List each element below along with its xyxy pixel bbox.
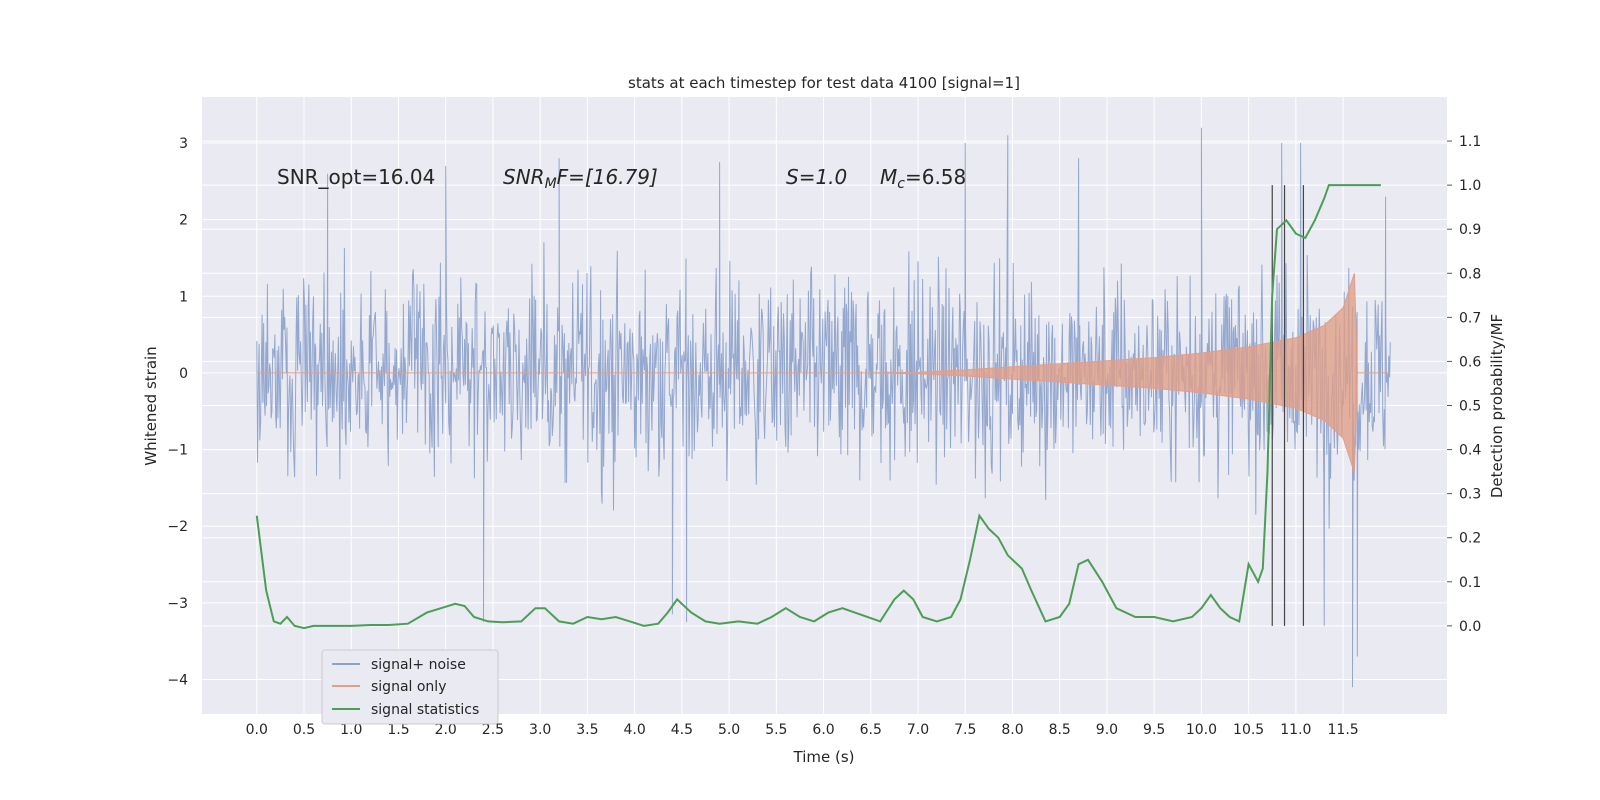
y-tick-label-right: 0.7 [1459,310,1481,326]
noise-trace [256,127,1391,688]
y-axis-left-ticks: 3 2 1 0 −1 −2 −3 −4 [167,136,188,689]
x-tick-label: 10.5 [1233,722,1264,738]
vertical-markers [1271,185,1305,626]
y-tick-label-left: 1 [179,289,188,305]
y-tick-label-right: 0.2 [1459,531,1481,547]
y-tick-label-right: 0.9 [1459,222,1481,238]
y-tick-label-left: 0 [179,366,188,382]
x-tick-label: 11.0 [1280,722,1311,738]
legend-box [321,649,499,725]
y-tick-label-right: 0.0 [1459,619,1481,635]
x-tick-label: 1.5 [387,722,409,738]
y-axis-right-label: Detection probability/MF [1488,314,1506,498]
y-tick-label-left: −1 [167,443,188,459]
x-tick-label: 8.0 [1001,722,1023,738]
x-tick-label: 11.5 [1328,722,1359,738]
x-tick-label: 5.0 [718,722,740,738]
y-tick-label-right: 0.3 [1459,487,1481,503]
statistics-line [255,184,1381,630]
grid-lines [202,97,1447,714]
x-tick-label: 6.5 [860,722,882,738]
y-tick-label-right: 1.1 [1459,134,1481,150]
series-signal-statistics [255,184,1381,630]
y-tick-label-right: 0.1 [1459,575,1481,591]
x-tick-label: 2.5 [482,722,504,738]
x-tick-label: 4.5 [671,722,693,738]
x-tick-label: 1.0 [340,722,362,738]
x-tick-label: 7.5 [954,722,976,738]
annotation-mc: Mc=6.58 [880,165,966,192]
x-tick-label: 7.0 [907,722,929,738]
y-tick-label-right: 0.6 [1459,354,1481,370]
annotation-s-value: S=1.0 [786,165,847,189]
x-tick-label: 5.5 [765,722,787,738]
x-tick-label: 10.0 [1186,722,1217,738]
x-tick-label: 9.5 [1143,722,1165,738]
x-axis-label: Time (s) [793,748,855,766]
series-signal-only [256,273,1391,473]
x-tick-label: 9.0 [1096,722,1118,738]
series-signal-plus-noise [256,127,1391,688]
y-tick-label-right: 0.5 [1459,399,1481,415]
y-tick-label-left: 3 [179,136,188,152]
x-tick-label: 3.5 [576,722,598,738]
y-tick-label-right: 0.4 [1459,443,1481,459]
legend: signal+ noise signal only signal statist… [321,649,499,725]
x-tick-label: 0.0 [246,722,268,738]
y-tick-label-left: 2 [179,213,188,229]
annotation-snr-mf: SNRMF=[16.79] [503,165,658,192]
y-tick-label-left: −3 [167,596,188,612]
annotation-snr-opt: SNR_opt=16.04 [277,165,435,189]
y-tick-label-left: −2 [167,519,188,535]
annotations: SNR_opt=16.04 SNRMF=[16.79] S=1.0 Mc=6.5… [277,165,966,192]
chart-title: stats at each timestep for test data 410… [628,74,1020,92]
legend-label-noise: signal+ noise [371,657,466,673]
legend-label-signal: signal only [371,679,446,695]
x-tick-label: 8.5 [1049,722,1071,738]
x-tick-label: 3.0 [529,722,551,738]
x-tick-label: 0.5 [293,722,315,738]
x-axis-ticks: 0.0 0.5 1.0 1.5 2.0 2.5 3.0 3.5 4.0 4.5 5.0 5.5 6.0 6… [246,722,1359,738]
x-tick-label: 4.0 [623,722,645,738]
y-tick-label-right: 0.8 [1459,266,1481,282]
x-tick-label: 6.0 [812,722,834,738]
y-tick-label-right: 1.0 [1459,178,1481,194]
legend-label-stats: signal statistics [371,702,479,718]
x-tick-label: 2.0 [435,722,457,738]
y-axis-right-ticks: 1.1 1.0 0.9 0.8 0.7 0.6 0.5 0.4 0.3 0.2 0.1 0.0 [1447,134,1481,635]
y-axis-left-label: Whitened strain [142,346,160,465]
signal-only-envelope [256,273,1391,473]
y-tick-label-left: −4 [167,673,188,689]
